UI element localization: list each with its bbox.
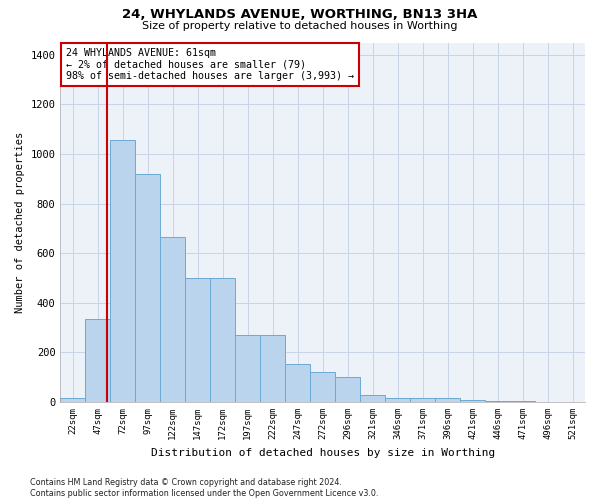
Bar — [210, 278, 235, 402]
Bar — [160, 237, 185, 402]
Bar — [460, 400, 485, 402]
Bar — [485, 400, 510, 402]
Bar — [385, 398, 410, 402]
Text: 24 WHYLANDS AVENUE: 61sqm
← 2% of detached houses are smaller (79)
98% of semi-d: 24 WHYLANDS AVENUE: 61sqm ← 2% of detach… — [65, 48, 353, 81]
Bar — [310, 372, 335, 402]
Y-axis label: Number of detached properties: Number of detached properties — [15, 132, 25, 313]
Bar — [136, 174, 160, 402]
Bar — [61, 398, 85, 402]
Bar — [335, 378, 360, 402]
Text: Contains HM Land Registry data © Crown copyright and database right 2024.
Contai: Contains HM Land Registry data © Crown c… — [30, 478, 379, 498]
Text: Size of property relative to detached houses in Worthing: Size of property relative to detached ho… — [142, 21, 458, 31]
Bar — [435, 398, 460, 402]
Bar — [410, 398, 435, 402]
Bar — [360, 394, 385, 402]
Bar — [510, 400, 535, 402]
Bar — [235, 335, 260, 402]
Bar — [85, 319, 110, 402]
Bar — [285, 364, 310, 402]
Text: 24, WHYLANDS AVENUE, WORTHING, BN13 3HA: 24, WHYLANDS AVENUE, WORTHING, BN13 3HA — [122, 8, 478, 20]
Bar — [260, 335, 285, 402]
Bar — [110, 140, 136, 402]
X-axis label: Distribution of detached houses by size in Worthing: Distribution of detached houses by size … — [151, 448, 495, 458]
Bar — [185, 278, 210, 402]
